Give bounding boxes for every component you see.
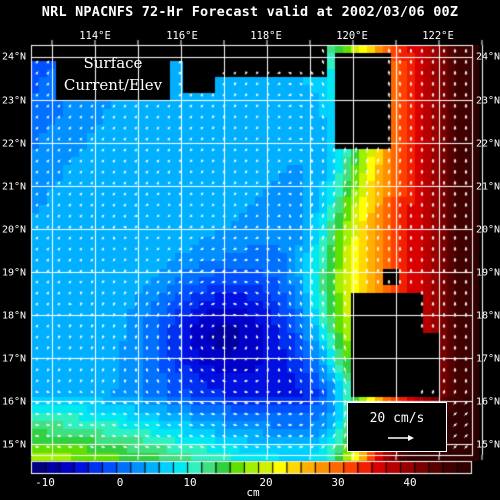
lat-label-15-left: 15°N (2, 439, 27, 451)
panel-label-line2: Current/Elev (63, 76, 163, 94)
colorbar-tick-0: 0 (116, 476, 124, 489)
colorbar-tick-40: 40 (403, 476, 417, 489)
map-title: NRL NPACNFS 72-Hr Forecast valid at 2002… (41, 4, 459, 20)
lat-label-18-right: 18°N (476, 310, 500, 322)
lat-label-23-right: 23°N (476, 95, 500, 107)
colorbar-tick-10: 10 (183, 476, 197, 489)
lat-label-19-right: 19°N (476, 267, 500, 279)
lat-label-15-right: 15°N (476, 439, 500, 451)
lon-label-120: 120°E (336, 30, 368, 42)
lat-label-20-left: 20°N (2, 224, 27, 236)
panel-label: Surface Current/Elev (58, 52, 168, 96)
lat-label-16-left: 16°N (2, 396, 27, 408)
panel-label-line1: Surface (83, 54, 143, 72)
colorbar-tick-30: 30 (331, 476, 345, 489)
lat-label-20-right: 20°N (476, 224, 500, 236)
lat-label-19-left: 19°N (2, 267, 27, 279)
vector-scale-legend: 20 cm/s (347, 402, 447, 452)
lat-label-17-left: 17°N (2, 353, 27, 365)
lat-label-21-right: 21°N (476, 181, 500, 193)
lon-label-116: 116°E (166, 30, 198, 42)
lat-label-18-left: 18°N (2, 310, 27, 322)
lat-label-24-left: 24°N (2, 51, 27, 63)
colorbar-tick-20: 20 (259, 476, 273, 489)
lat-label-24-right: 24°N (476, 51, 500, 63)
colorbar-unit: cm (246, 486, 260, 499)
vector-scale-arrow-icon (388, 435, 414, 441)
lat-label-16-right: 16°N (476, 396, 500, 408)
colorbar-tick-minus10: -10 (35, 476, 55, 489)
lat-label-23-left: 23°N (2, 95, 27, 107)
lat-label-17-right: 17°N (476, 353, 500, 365)
lat-label-22-left: 22°N (2, 138, 27, 150)
lon-label-122: 122°E (422, 30, 454, 42)
lon-label-114: 114°E (79, 30, 111, 42)
lat-label-22-right: 22°N (476, 138, 500, 150)
lat-label-21-left: 21°N (2, 181, 27, 193)
lon-label-118: 118°E (250, 30, 282, 42)
